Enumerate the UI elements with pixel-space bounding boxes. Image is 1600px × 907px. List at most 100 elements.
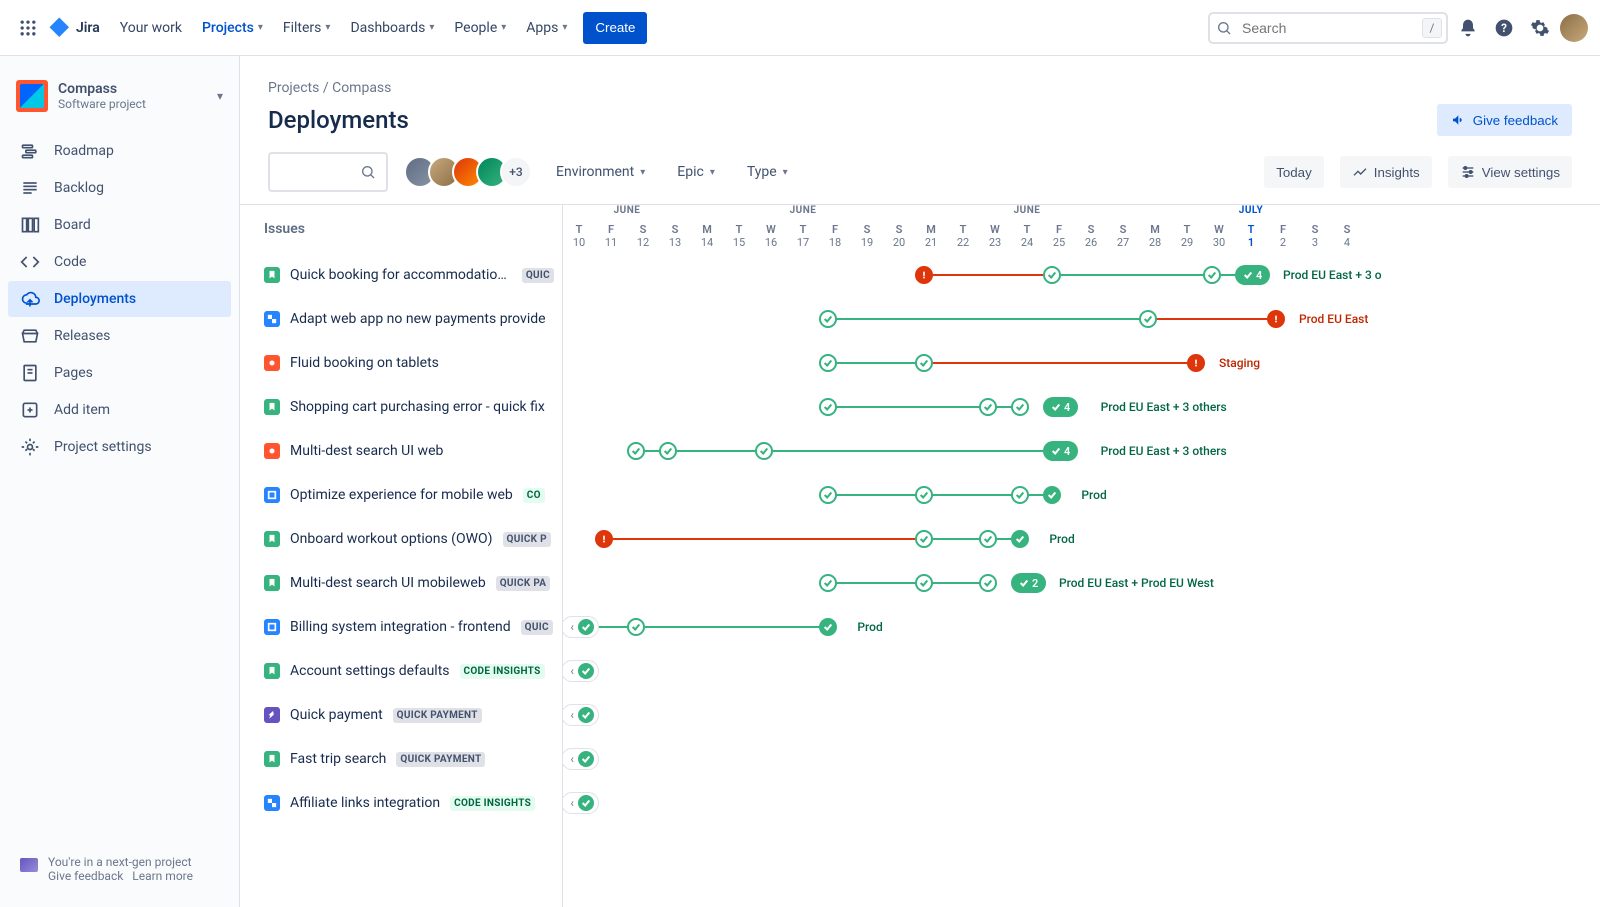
deploy-count-badge[interactable]: 4 — [1043, 397, 1078, 417]
assignee-filter[interactable]: +3 — [404, 156, 532, 188]
sidebar-item-releases[interactable]: Releases — [8, 318, 231, 354]
day-cell: W30 — [1203, 223, 1235, 253]
deploy-node-success[interactable] — [819, 574, 837, 592]
story-icon — [264, 531, 280, 547]
day-cell: T29 — [1171, 223, 1203, 253]
app-switcher-icon[interactable] — [12, 12, 44, 44]
deploy-node-fail[interactable] — [595, 530, 613, 548]
deploy-node-success[interactable] — [819, 486, 837, 504]
settings-icon[interactable] — [1524, 12, 1556, 44]
sidebar-item-board[interactable]: Board — [8, 207, 231, 243]
issue-row[interactable]: Shopping cart purchasing error - quick f… — [240, 385, 562, 429]
deploy-count-badge[interactable]: 4 — [1043, 441, 1078, 461]
project-selector[interactable]: Compass Software project ▾ — [8, 72, 231, 120]
deploy-node-success[interactable] — [659, 442, 677, 460]
issue-row[interactable]: Onboard workout options (OWO)QUICK P — [240, 517, 562, 561]
breadcrumb-projects[interactable]: Projects — [268, 80, 319, 96]
sidebar-item-pages[interactable]: Pages — [8, 355, 231, 391]
issue-row[interactable]: Fluid booking on tablets — [240, 341, 562, 385]
nav-apps[interactable]: Apps▾ — [518, 12, 575, 44]
nav-your-work[interactable]: Your work — [112, 12, 190, 44]
deploy-count-badge[interactable]: 2 — [1011, 573, 1046, 593]
deploy-env-label: Prod EU East + 3 others — [1101, 400, 1227, 414]
notifications-icon[interactable] — [1452, 12, 1484, 44]
insights-button[interactable]: Insights — [1340, 156, 1432, 188]
footer-feedback-link[interactable]: Give feedback — [48, 869, 123, 883]
deploy-node-fail[interactable] — [1267, 310, 1285, 328]
nav-filters[interactable]: Filters▾ — [275, 12, 339, 44]
issue-row[interactable]: Affiliate links integrationCODE INSIGHTS — [240, 781, 562, 825]
today-button[interactable]: Today — [1264, 156, 1324, 188]
deploy-node-success[interactable] — [627, 618, 645, 636]
deploy-node-success[interactable] — [627, 442, 645, 460]
breadcrumb-project[interactable]: Compass — [332, 80, 391, 96]
deploy-node-success[interactable] — [915, 530, 933, 548]
type-filter[interactable]: Type▾ — [739, 160, 796, 184]
deploy-node-fail[interactable] — [915, 266, 933, 284]
issue-row[interactable]: Multi-dest search UI mobilewebQUICK PA — [240, 561, 562, 605]
issue-row[interactable]: Adapt web app no new payments provide — [240, 297, 562, 341]
search-input[interactable] — [1208, 12, 1448, 44]
avatar-more[interactable]: +3 — [500, 156, 532, 188]
deploy-node-success[interactable] — [915, 574, 933, 592]
jira-logo[interactable]: Jira — [48, 16, 100, 40]
view-settings-button[interactable]: View settings — [1448, 156, 1572, 188]
page-search-input[interactable] — [268, 152, 388, 192]
deploy-node-success[interactable] — [819, 398, 837, 416]
issue-row[interactable]: Optimize experience for mobile webCO — [240, 473, 562, 517]
backlog-icon — [20, 178, 40, 198]
deploy-node-fail[interactable] — [1187, 354, 1205, 372]
sidebar-item-project-settings[interactable]: Project settings — [8, 429, 231, 465]
day-cell: M28 — [1139, 223, 1171, 253]
sidebar-item-backlog[interactable]: Backlog — [8, 170, 231, 206]
give-feedback-button[interactable]: Give feedback — [1437, 104, 1572, 136]
create-button[interactable]: Create — [583, 12, 647, 44]
nav-dashboards[interactable]: Dashboards▾ — [342, 12, 442, 44]
check-icon — [578, 707, 594, 723]
sidebar-item-add-item[interactable]: Add item — [8, 392, 231, 428]
deploy-node-success[interactable] — [979, 530, 997, 548]
nav-people[interactable]: People▾ — [446, 12, 514, 44]
help-icon[interactable]: ? — [1488, 12, 1520, 44]
deploy-node-success[interactable] — [915, 486, 933, 504]
epic-filter[interactable]: Epic▾ — [669, 160, 723, 184]
deploy-node-fill[interactable] — [819, 618, 837, 636]
sidebar-item-deployments[interactable]: Deployments — [8, 281, 231, 317]
deploy-node-success[interactable] — [979, 398, 997, 416]
collapse-pill[interactable]: ‹ — [563, 616, 599, 638]
deploy-node-success[interactable] — [1043, 266, 1061, 284]
deploy-node-success[interactable] — [1011, 398, 1029, 416]
issue-row[interactable]: Multi-dest search UI web — [240, 429, 562, 473]
footer-learn-link[interactable]: Learn more — [132, 869, 193, 883]
deploy-node-success[interactable] — [915, 354, 933, 372]
chevron-left-icon: ‹ — [570, 620, 574, 634]
deploy-node-success[interactable] — [979, 574, 997, 592]
user-avatar[interactable] — [1560, 14, 1588, 42]
deploy-count-badge[interactable]: 4 — [1235, 265, 1270, 285]
deploy-node-success[interactable] — [819, 354, 837, 372]
collapse-pill[interactable]: ‹ — [563, 792, 599, 814]
issue-row[interactable]: Fast trip searchQUICK PAYMENT — [240, 737, 562, 781]
sidebar-item-roadmap[interactable]: Roadmap — [8, 133, 231, 169]
deploy-node-success[interactable] — [819, 310, 837, 328]
issue-row[interactable]: Account settings defaultsCODE INSIGHTS — [240, 649, 562, 693]
collapse-pill[interactable]: ‹ — [563, 660, 599, 682]
story-icon — [264, 751, 280, 767]
deploy-node-fill[interactable] — [1011, 530, 1029, 548]
deploy-node-success[interactable] — [1203, 266, 1221, 284]
nav-projects[interactable]: Projects▾ — [194, 12, 271, 44]
collapse-pill[interactable]: ‹ — [563, 748, 599, 770]
issue-row[interactable]: Billing system integration - frontendQUI… — [240, 605, 562, 649]
deploy-node-success[interactable] — [1011, 486, 1029, 504]
deploy-node-success[interactable] — [1139, 310, 1157, 328]
timeline-column[interactable]: JUNEJUNEJUNEJULY T10F11S12S13M14T15W16T1… — [563, 205, 1600, 907]
environment-filter[interactable]: Environment▾ — [548, 160, 653, 184]
issue-row[interactable]: Quick booking for accommodationsQUIC — [240, 253, 562, 297]
issue-row[interactable]: Quick paymentQUICK PAYMENT — [240, 693, 562, 737]
deploy-node-fill[interactable] — [1043, 486, 1061, 504]
label-lozenge: QUICK P — [503, 532, 551, 547]
page-title: Deployments — [268, 106, 409, 134]
sidebar-item-code[interactable]: Code — [8, 244, 231, 280]
deploy-node-success[interactable] — [755, 442, 773, 460]
collapse-pill[interactable]: ‹ — [563, 704, 599, 726]
